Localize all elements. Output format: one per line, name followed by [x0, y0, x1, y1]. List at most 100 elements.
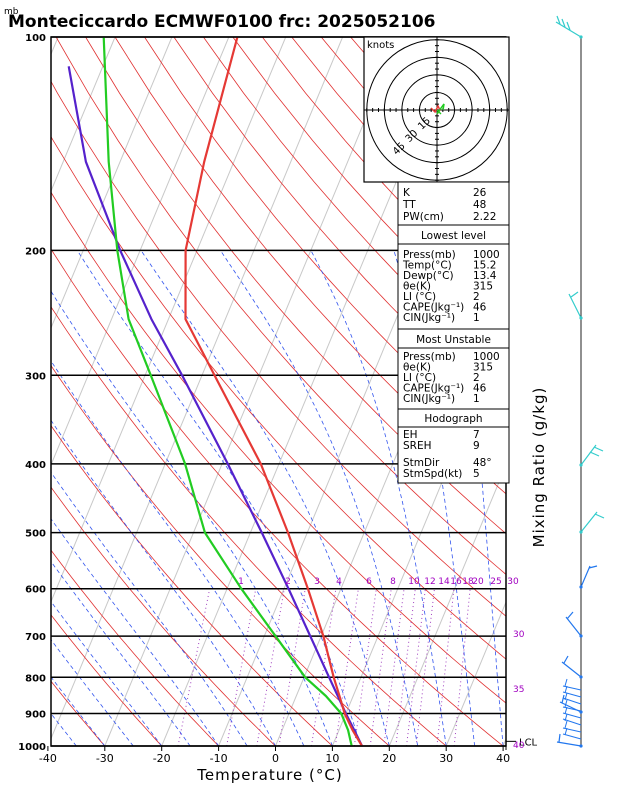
- mixing-ratio-label: 4: [336, 577, 342, 587]
- wind-barb-shaft: [562, 712, 582, 719]
- wind-barb-dot: [579, 634, 583, 638]
- dry-adiabat: [51, 424, 333, 746]
- theta-label: 30: [513, 630, 525, 640]
- dry-adiabat: [51, 549, 219, 746]
- index-value: 1: [473, 393, 480, 405]
- index-value: 315: [473, 281, 493, 293]
- dry-adiabat: [55, 37, 506, 575]
- moist-adiabat: [51, 360, 305, 746]
- mixing-ratio-label: 18: [462, 577, 474, 587]
- dry-adiabat: [51, 680, 106, 746]
- axes: -40 -30 -20 -10 0 10 20 30 40: [39, 746, 510, 765]
- wind-barb-flag: [566, 21, 571, 31]
- wind-barb-flag: [564, 678, 568, 687]
- lcl-label: LCL: [519, 737, 538, 748]
- index-value: 2: [473, 291, 480, 303]
- index-value: 1000: [473, 351, 500, 363]
- wind-barb-shaft: [561, 661, 582, 678]
- wind-barb-flag: [556, 15, 561, 25]
- index-label: Dewp(°C): [403, 270, 454, 282]
- dry-adiabat: [51, 135, 506, 660]
- wind-barb-flag: [564, 706, 568, 715]
- wind-barbs: [555, 15, 605, 748]
- mixing-ratio-line: [310, 588, 337, 746]
- mixing-ratio-line: [353, 588, 377, 746]
- wind-barb-shaft: [562, 727, 582, 733]
- mixing-ratio-line: [256, 588, 285, 746]
- index-label: θe(K): [403, 362, 431, 374]
- index-value: 26: [473, 187, 487, 199]
- dry-adiabat: [51, 306, 447, 746]
- index-label: StmDir: [403, 457, 440, 469]
- index-value: 15.2: [473, 260, 496, 272]
- index-value: 9: [473, 440, 480, 452]
- wind-barb-dot: [579, 530, 583, 534]
- temperature-tick-label: 30: [439, 752, 453, 765]
- wind-barb-flag: [561, 694, 565, 704]
- wind-barb-dot: [579, 744, 583, 748]
- isotherm-line: [388, 463, 506, 746]
- wind-barb-flag: [564, 699, 568, 708]
- temperature-tick-label: 40: [496, 752, 510, 765]
- moist-adiabat: [51, 676, 106, 746]
- dry-adiabat: [114, 37, 506, 495]
- index-section-heading: Most Unstable: [416, 334, 491, 346]
- index-label: SREH: [403, 440, 432, 452]
- wind-barb-shaft: [568, 293, 582, 319]
- lcl-marker: LCL: [506, 737, 538, 748]
- dry-adiabat: [85, 37, 506, 535]
- index-label: CAPE(Jkg⁻¹): [403, 383, 464, 395]
- isotherm-line: [51, 37, 230, 467]
- pressure-tick-label: 400: [25, 460, 46, 471]
- mixing-ratio-label: 1: [238, 577, 244, 587]
- wind-barb-shaft: [562, 697, 582, 705]
- index-value: 46: [473, 302, 487, 314]
- moist-adiabat: [51, 639, 134, 746]
- dry-adiabat: [557, 37, 618, 746]
- wind-barb-shaft: [562, 718, 582, 726]
- pressure-tick-label: 300: [25, 371, 46, 382]
- pressure-tick-label: 500: [25, 529, 46, 540]
- temperature-tick-label: 0: [272, 752, 279, 765]
- wind-barb-shaft: [562, 685, 582, 691]
- isotherm-line: [104, 37, 400, 746]
- mixing-ratio-axis-title: Mixing Ratio (g/kg): [530, 387, 548, 548]
- wind-barb-shaft: [565, 616, 582, 637]
- index-label: EH: [403, 429, 418, 441]
- x-axis-title: Temperature (°C): [196, 766, 342, 784]
- pressure-tick-label: 900: [25, 710, 46, 721]
- wind-barb-flag: [564, 713, 568, 722]
- pressure-tick-label: 1000: [18, 742, 46, 753]
- temperature-tick-label: 10: [325, 752, 339, 765]
- wind-barb-flag: [570, 291, 579, 298]
- mixing-ratio-line: [453, 588, 471, 746]
- index-section-heading: Hodograph: [424, 413, 482, 425]
- moist-adiabat: [51, 471, 248, 746]
- moist-adiabat: [51, 560, 191, 746]
- index-label: Press(mb): [403, 249, 456, 261]
- wind-barb-shaft: [562, 691, 582, 698]
- pressure-tick-label: 600: [25, 585, 46, 596]
- index-label: CIN(Jkg⁻¹): [403, 312, 455, 324]
- wind-barb-shaft: [562, 706, 582, 712]
- moist-adiabat: [51, 419, 276, 746]
- index-label: CAPE(Jkg⁻¹): [403, 302, 464, 314]
- index-value: 315: [473, 362, 493, 374]
- wind-barb-dot: [579, 463, 583, 467]
- index-label: StmSpd(kt): [403, 468, 462, 480]
- mixing-ratio-line: [369, 588, 392, 746]
- index-section-heading: Lowest level: [421, 230, 486, 242]
- pressure-tick-label: 100: [25, 33, 46, 44]
- index-label: PW(cm): [403, 211, 444, 223]
- mixing-ratio-label: 12: [424, 577, 435, 587]
- wind-barb-flag: [588, 565, 598, 569]
- index-label: Press(mb): [403, 351, 456, 363]
- wind-barb-shaft: [580, 511, 598, 533]
- indices-box-hodograph: [397, 408, 510, 484]
- temperature-tick-label: -10: [210, 752, 228, 765]
- moist-adiabat: [310, 250, 447, 746]
- mixing-ratio-line: [395, 588, 416, 746]
- moist-adiabat: [0, 250, 48, 746]
- temperature-tick-label: -20: [153, 752, 171, 765]
- profiles: [67, 37, 363, 746]
